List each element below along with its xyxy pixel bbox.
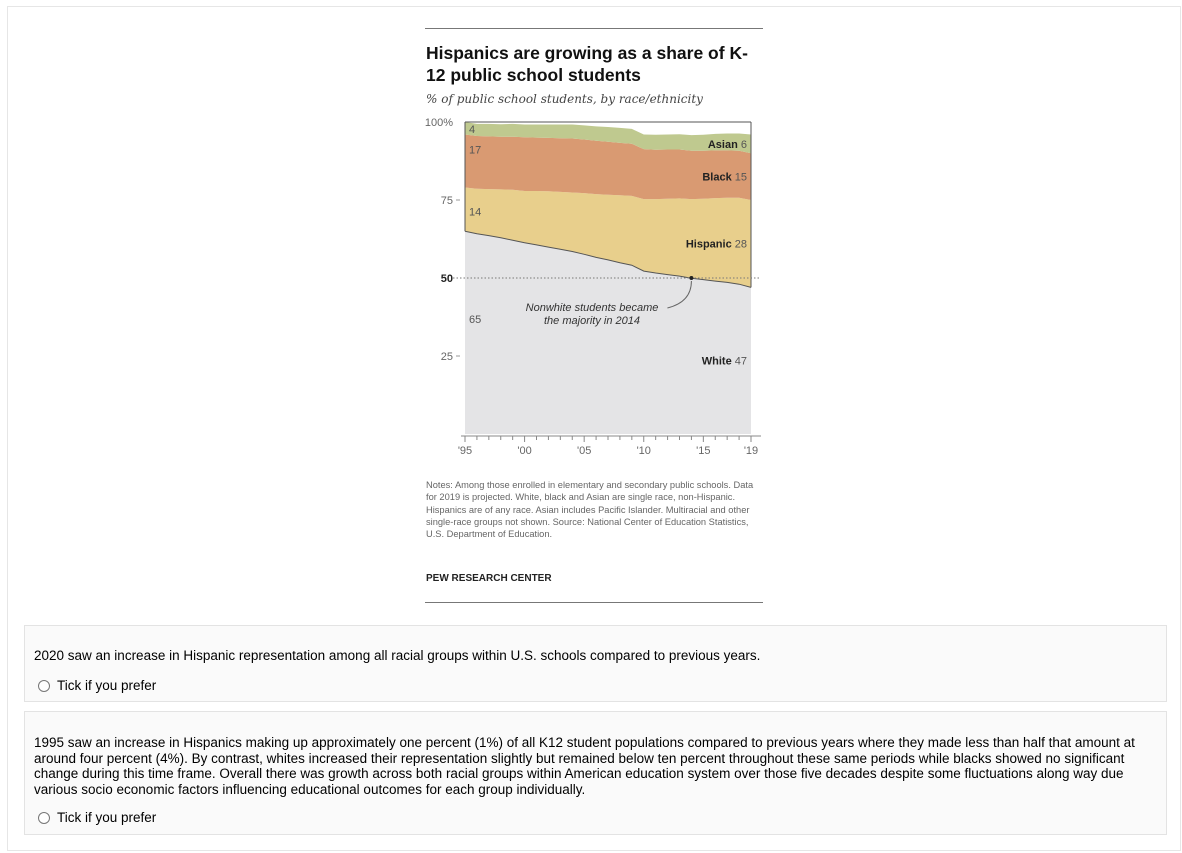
x-tick-label: '05 bbox=[577, 445, 591, 457]
page-frame bbox=[7, 6, 1181, 851]
top-rule bbox=[425, 28, 763, 29]
y-tick-label: 25 bbox=[441, 351, 453, 363]
annotation-text: the majority in 2014 bbox=[544, 315, 640, 327]
radio-button[interactable] bbox=[38, 811, 50, 824]
area-hispanic bbox=[465, 187, 751, 288]
white-boundary-line bbox=[464, 230, 752, 288]
question-text: 1995 saw an increase in Hispanics making… bbox=[34, 735, 1135, 797]
series-end-label-white: White 47 bbox=[702, 356, 747, 368]
x-tick-label: '15 bbox=[696, 445, 710, 457]
prefer-radio-option[interactable]: Tick if you prefer bbox=[38, 810, 156, 825]
option-label: Tick if you prefer bbox=[57, 678, 157, 693]
bottom-rule bbox=[425, 602, 763, 603]
area-white bbox=[465, 231, 751, 434]
option-label: Tick if you prefer bbox=[57, 810, 157, 825]
series-start-label-white: 65 bbox=[469, 314, 481, 326]
series-start-label-hispanic: 14 bbox=[469, 207, 481, 219]
annotation-leader bbox=[667, 280, 692, 309]
question-text: 2020 saw an increase in Hispanic represe… bbox=[34, 648, 761, 663]
prefer-radio-option[interactable]: Tick if you prefer bbox=[38, 678, 156, 693]
y-tick-label: 50 bbox=[441, 273, 453, 285]
chart-title: Hispanics are growing as a share of K-12… bbox=[426, 43, 748, 85]
series-start-label-black: 17 bbox=[469, 144, 481, 156]
area-asian bbox=[465, 122, 751, 154]
x-tick-label: '95 bbox=[458, 445, 472, 457]
chart-figure: Hispanics are growing as a share of K-12… bbox=[425, 28, 763, 604]
area-black bbox=[465, 134, 751, 200]
series-end-label-asian: Asian 6 bbox=[708, 139, 747, 151]
annotation-dot bbox=[689, 276, 694, 280]
chart-subtitle: % of public school students, by race/eth… bbox=[426, 92, 703, 106]
question-card-1: 2020 saw an increase in Hispanic represe… bbox=[24, 625, 1167, 702]
y-tick-label: 100% bbox=[425, 118, 453, 129]
x-tick-label: '10 bbox=[637, 445, 651, 457]
series-end-label-black: Black 15 bbox=[702, 172, 747, 184]
y-tick-label: 75 bbox=[441, 195, 453, 207]
series-start-label-asian: 4 bbox=[469, 124, 475, 136]
area-chart: 100% 75 50 25 '95 '00 '05 '10 '15 '19 White 47 65 Hi… bbox=[425, 118, 761, 457]
series-end-label-hispanic: Hispanic 28 bbox=[686, 239, 747, 251]
x-tick-label: '00 bbox=[517, 445, 531, 457]
question-card-2: 1995 saw an increase in Hispanics making… bbox=[24, 711, 1167, 835]
source-brand: PEW RESEARCH CENTER bbox=[426, 573, 552, 584]
annotation-text: Nonwhite students became bbox=[526, 302, 659, 314]
x-tick-label: '19 bbox=[744, 445, 758, 457]
chart-notes: Notes: Among those enrolled in elementar… bbox=[426, 480, 754, 540]
radio-button[interactable] bbox=[38, 679, 50, 692]
